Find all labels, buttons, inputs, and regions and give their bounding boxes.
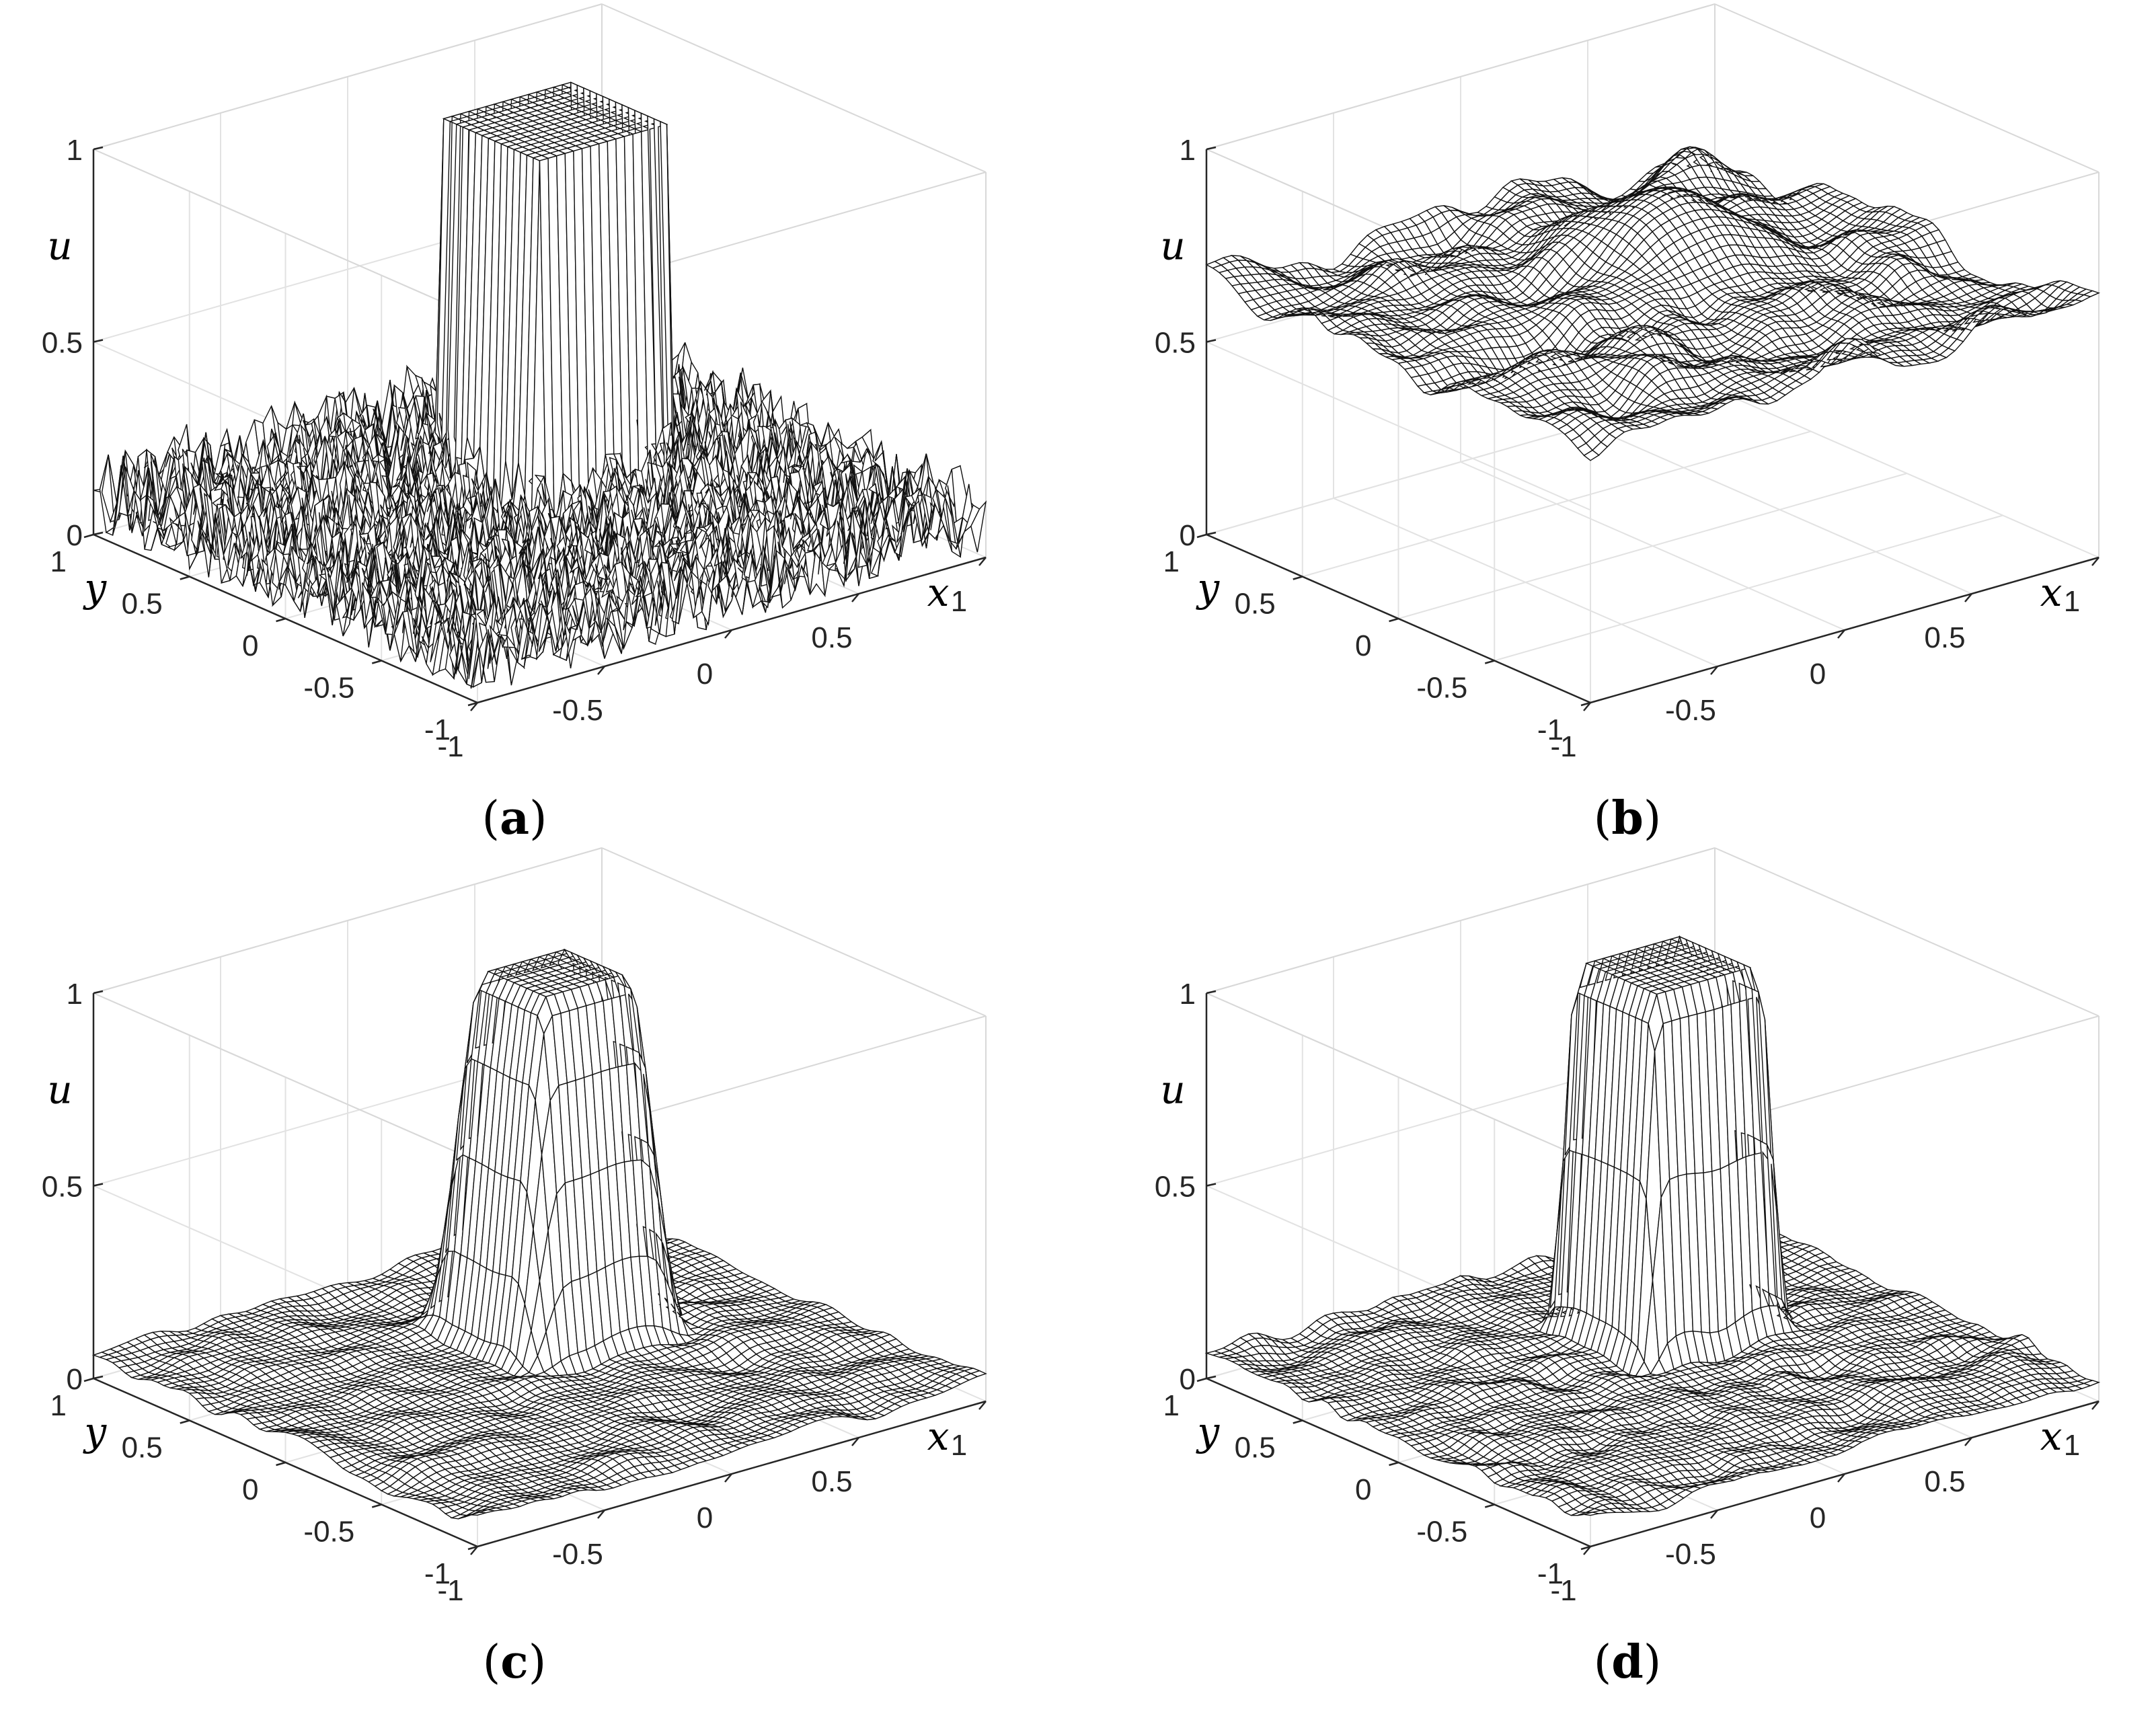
box-back-edge <box>601 3 987 173</box>
floor-grid-line <box>1302 430 1812 578</box>
y-tick-label: 0.5 <box>122 588 163 621</box>
y-axis-label: y <box>82 565 107 611</box>
y-tick-label: 1 <box>50 545 67 578</box>
y-tick-mark <box>83 533 94 539</box>
z-tick-mark <box>93 146 104 151</box>
floor-grid-line <box>1587 425 1972 594</box>
floor-grid-line <box>1714 389 2100 558</box>
y-tick-mark <box>276 617 286 623</box>
box-back-edge <box>93 3 603 150</box>
x-tick-label: -0.5 <box>552 694 603 727</box>
y-tick-label: 0 <box>242 629 258 662</box>
z-axis-label: u <box>47 223 72 268</box>
z-tick-mark <box>93 339 104 343</box>
z-tick-label: 0.5 <box>42 327 83 360</box>
x-tick-label: 1 <box>951 585 967 618</box>
panel-caption: (a) <box>482 791 547 845</box>
x-tick-label: 0.5 <box>811 621 852 654</box>
y-tick-mark <box>180 576 190 580</box>
floor-grid-line <box>1398 473 1907 619</box>
y-tick-label: -0.5 <box>303 672 354 705</box>
y-tick-label: -1 <box>424 713 451 746</box>
z-tick-label: 1 <box>67 134 83 167</box>
x-axis-label: x <box>927 570 950 615</box>
surface-mesh <box>1205 146 2100 461</box>
box-back-edge <box>1714 3 2100 173</box>
box-back-edge <box>93 149 478 318</box>
x-tick-label: 0 <box>697 658 713 691</box>
z-tick-mark <box>93 531 104 536</box>
y-tick-mark <box>371 660 382 664</box>
surface-mesh <box>93 81 987 689</box>
z-tick-label: 0 <box>67 519 83 552</box>
